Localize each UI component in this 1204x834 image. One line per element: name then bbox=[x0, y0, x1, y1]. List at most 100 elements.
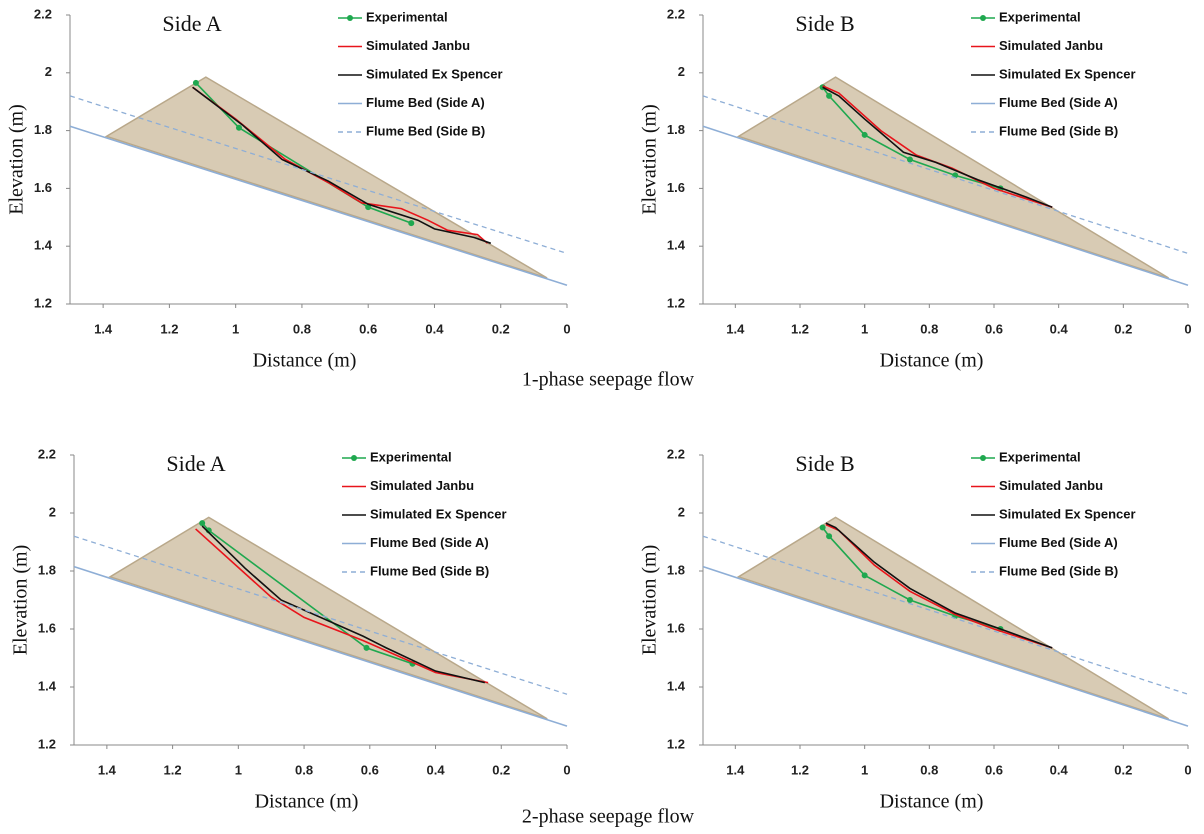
series-line bbox=[702, 95, 1189, 255]
y-tick-label: 1.6 bbox=[34, 180, 52, 195]
y-tick-label: 2.2 bbox=[34, 6, 52, 21]
y-axis-label: Elevation (m) bbox=[6, 104, 28, 215]
y-tick-label: 1.2 bbox=[38, 736, 56, 751]
legend-label: Experimental bbox=[999, 449, 1081, 464]
data-point bbox=[365, 204, 372, 211]
x-axis-label: Distance (m) bbox=[880, 791, 984, 813]
legend-label: Flume Bed (Side A) bbox=[370, 535, 489, 550]
x-tick-label: 0.4 bbox=[1050, 762, 1069, 777]
x-tick-label: 1.2 bbox=[160, 321, 178, 336]
y-tick-label: 1.8 bbox=[38, 562, 56, 577]
data-point bbox=[363, 644, 370, 651]
y-tick-label: 1.6 bbox=[667, 620, 685, 635]
legend-marker bbox=[980, 455, 986, 461]
legend-label: Experimental bbox=[370, 449, 452, 464]
data-point bbox=[819, 524, 826, 531]
x-tick-label: 0.4 bbox=[425, 321, 444, 336]
y-tick-label: 2.2 bbox=[38, 446, 56, 461]
legend-label: Simulated Janbu bbox=[999, 38, 1103, 53]
y-axis-label: Elevation (m) bbox=[10, 545, 32, 656]
y-axis-label: Elevation (m) bbox=[639, 545, 661, 656]
legend-label: Simulated Ex Spencer bbox=[999, 506, 1136, 521]
legend-label: Flume Bed (Side B) bbox=[999, 123, 1118, 138]
data-point bbox=[906, 597, 913, 603]
x-tick-label: 1 bbox=[861, 762, 868, 777]
series-line bbox=[822, 86, 1053, 208]
legend-label: Simulated Janbu bbox=[366, 38, 470, 53]
series-line bbox=[825, 522, 1053, 649]
legend-label: Experimental bbox=[366, 9, 448, 24]
data-point bbox=[192, 79, 199, 86]
series-line bbox=[69, 95, 568, 255]
x-tick-label: 0.2 bbox=[1114, 762, 1132, 777]
x-tick-label: 0.8 bbox=[920, 321, 938, 336]
x-tick-label: 0.8 bbox=[920, 762, 938, 777]
legend-label: Simulated Ex Spencer bbox=[999, 66, 1136, 81]
legend-label: Flume Bed (Side B) bbox=[370, 563, 489, 578]
series-line bbox=[702, 125, 1189, 286]
slope-body bbox=[108, 516, 548, 720]
x-tick-label: 1.2 bbox=[164, 762, 182, 777]
x-axis-label: Distance (m) bbox=[880, 350, 984, 372]
x-tick-label: 0.4 bbox=[1050, 321, 1069, 336]
y-tick-label: 2.2 bbox=[667, 6, 685, 21]
legend-marker bbox=[351, 455, 357, 461]
x-tick-label: 0.4 bbox=[426, 762, 445, 777]
y-tick-label: 2 bbox=[678, 64, 685, 79]
caption: 1-phase seepage flow bbox=[522, 369, 695, 391]
y-tick-label: 1.8 bbox=[667, 562, 685, 577]
chart-title: Side B bbox=[795, 451, 854, 476]
data-point bbox=[408, 220, 415, 227]
x-tick-label: 0.8 bbox=[293, 321, 311, 336]
x-tick-label: 0.2 bbox=[492, 762, 510, 777]
series-line bbox=[73, 565, 568, 727]
x-tick-label: 1.4 bbox=[94, 321, 113, 336]
caption: 2-phase seepage flow bbox=[522, 806, 695, 828]
legend-label: Flume Bed (Side B) bbox=[999, 563, 1118, 578]
legend-label: Experimental bbox=[999, 9, 1081, 24]
x-tick-label: 1 bbox=[235, 762, 242, 777]
y-tick-label: 2 bbox=[45, 64, 52, 79]
series-line bbox=[822, 85, 1053, 208]
y-tick-label: 1.2 bbox=[667, 736, 685, 751]
y-tick-label: 1.6 bbox=[38, 620, 56, 635]
series-line bbox=[192, 86, 492, 245]
data-point bbox=[235, 124, 242, 131]
legend-label: Simulated Janbu bbox=[999, 478, 1103, 493]
x-axis-label: Distance (m) bbox=[253, 350, 357, 372]
legend-marker bbox=[980, 15, 986, 21]
y-axis-label: Elevation (m) bbox=[639, 104, 661, 215]
x-tick-label: 0.2 bbox=[492, 321, 510, 336]
legend-label: Flume Bed (Side B) bbox=[366, 123, 485, 138]
legend-label: Simulated Ex Spencer bbox=[370, 506, 507, 521]
series-line bbox=[201, 522, 413, 665]
x-tick-label: 1 bbox=[232, 321, 239, 336]
data-point bbox=[906, 156, 913, 163]
legend-label: Flume Bed (Side A) bbox=[366, 95, 485, 110]
y-tick-label: 1.4 bbox=[667, 238, 686, 253]
x-tick-label: 0.6 bbox=[985, 321, 1003, 336]
series-line bbox=[69, 125, 568, 286]
x-tick-label: 1.4 bbox=[98, 762, 117, 777]
legend-marker bbox=[347, 15, 353, 21]
x-axis-label: Distance (m) bbox=[255, 791, 359, 813]
y-tick-label: 1.8 bbox=[34, 122, 52, 137]
x-tick-label: 1.2 bbox=[791, 321, 809, 336]
legend-label: Flume Bed (Side A) bbox=[999, 535, 1118, 550]
series-line bbox=[702, 535, 1189, 695]
x-tick-label: 1.4 bbox=[726, 762, 745, 777]
legend-label: Flume Bed (Side A) bbox=[999, 95, 1118, 110]
x-tick-label: 0 bbox=[1184, 762, 1191, 777]
x-tick-label: 1.2 bbox=[791, 762, 809, 777]
y-tick-label: 2 bbox=[49, 504, 56, 519]
data-point bbox=[861, 131, 868, 138]
chart-title: Side A bbox=[162, 11, 221, 36]
x-tick-label: 0.6 bbox=[361, 762, 379, 777]
y-tick-label: 1.2 bbox=[667, 295, 685, 310]
y-tick-label: 1.6 bbox=[667, 180, 685, 195]
y-tick-label: 1.2 bbox=[34, 295, 52, 310]
x-tick-label: 0 bbox=[563, 321, 570, 336]
x-tick-label: 0.2 bbox=[1114, 321, 1132, 336]
x-tick-label: 0.6 bbox=[359, 321, 377, 336]
